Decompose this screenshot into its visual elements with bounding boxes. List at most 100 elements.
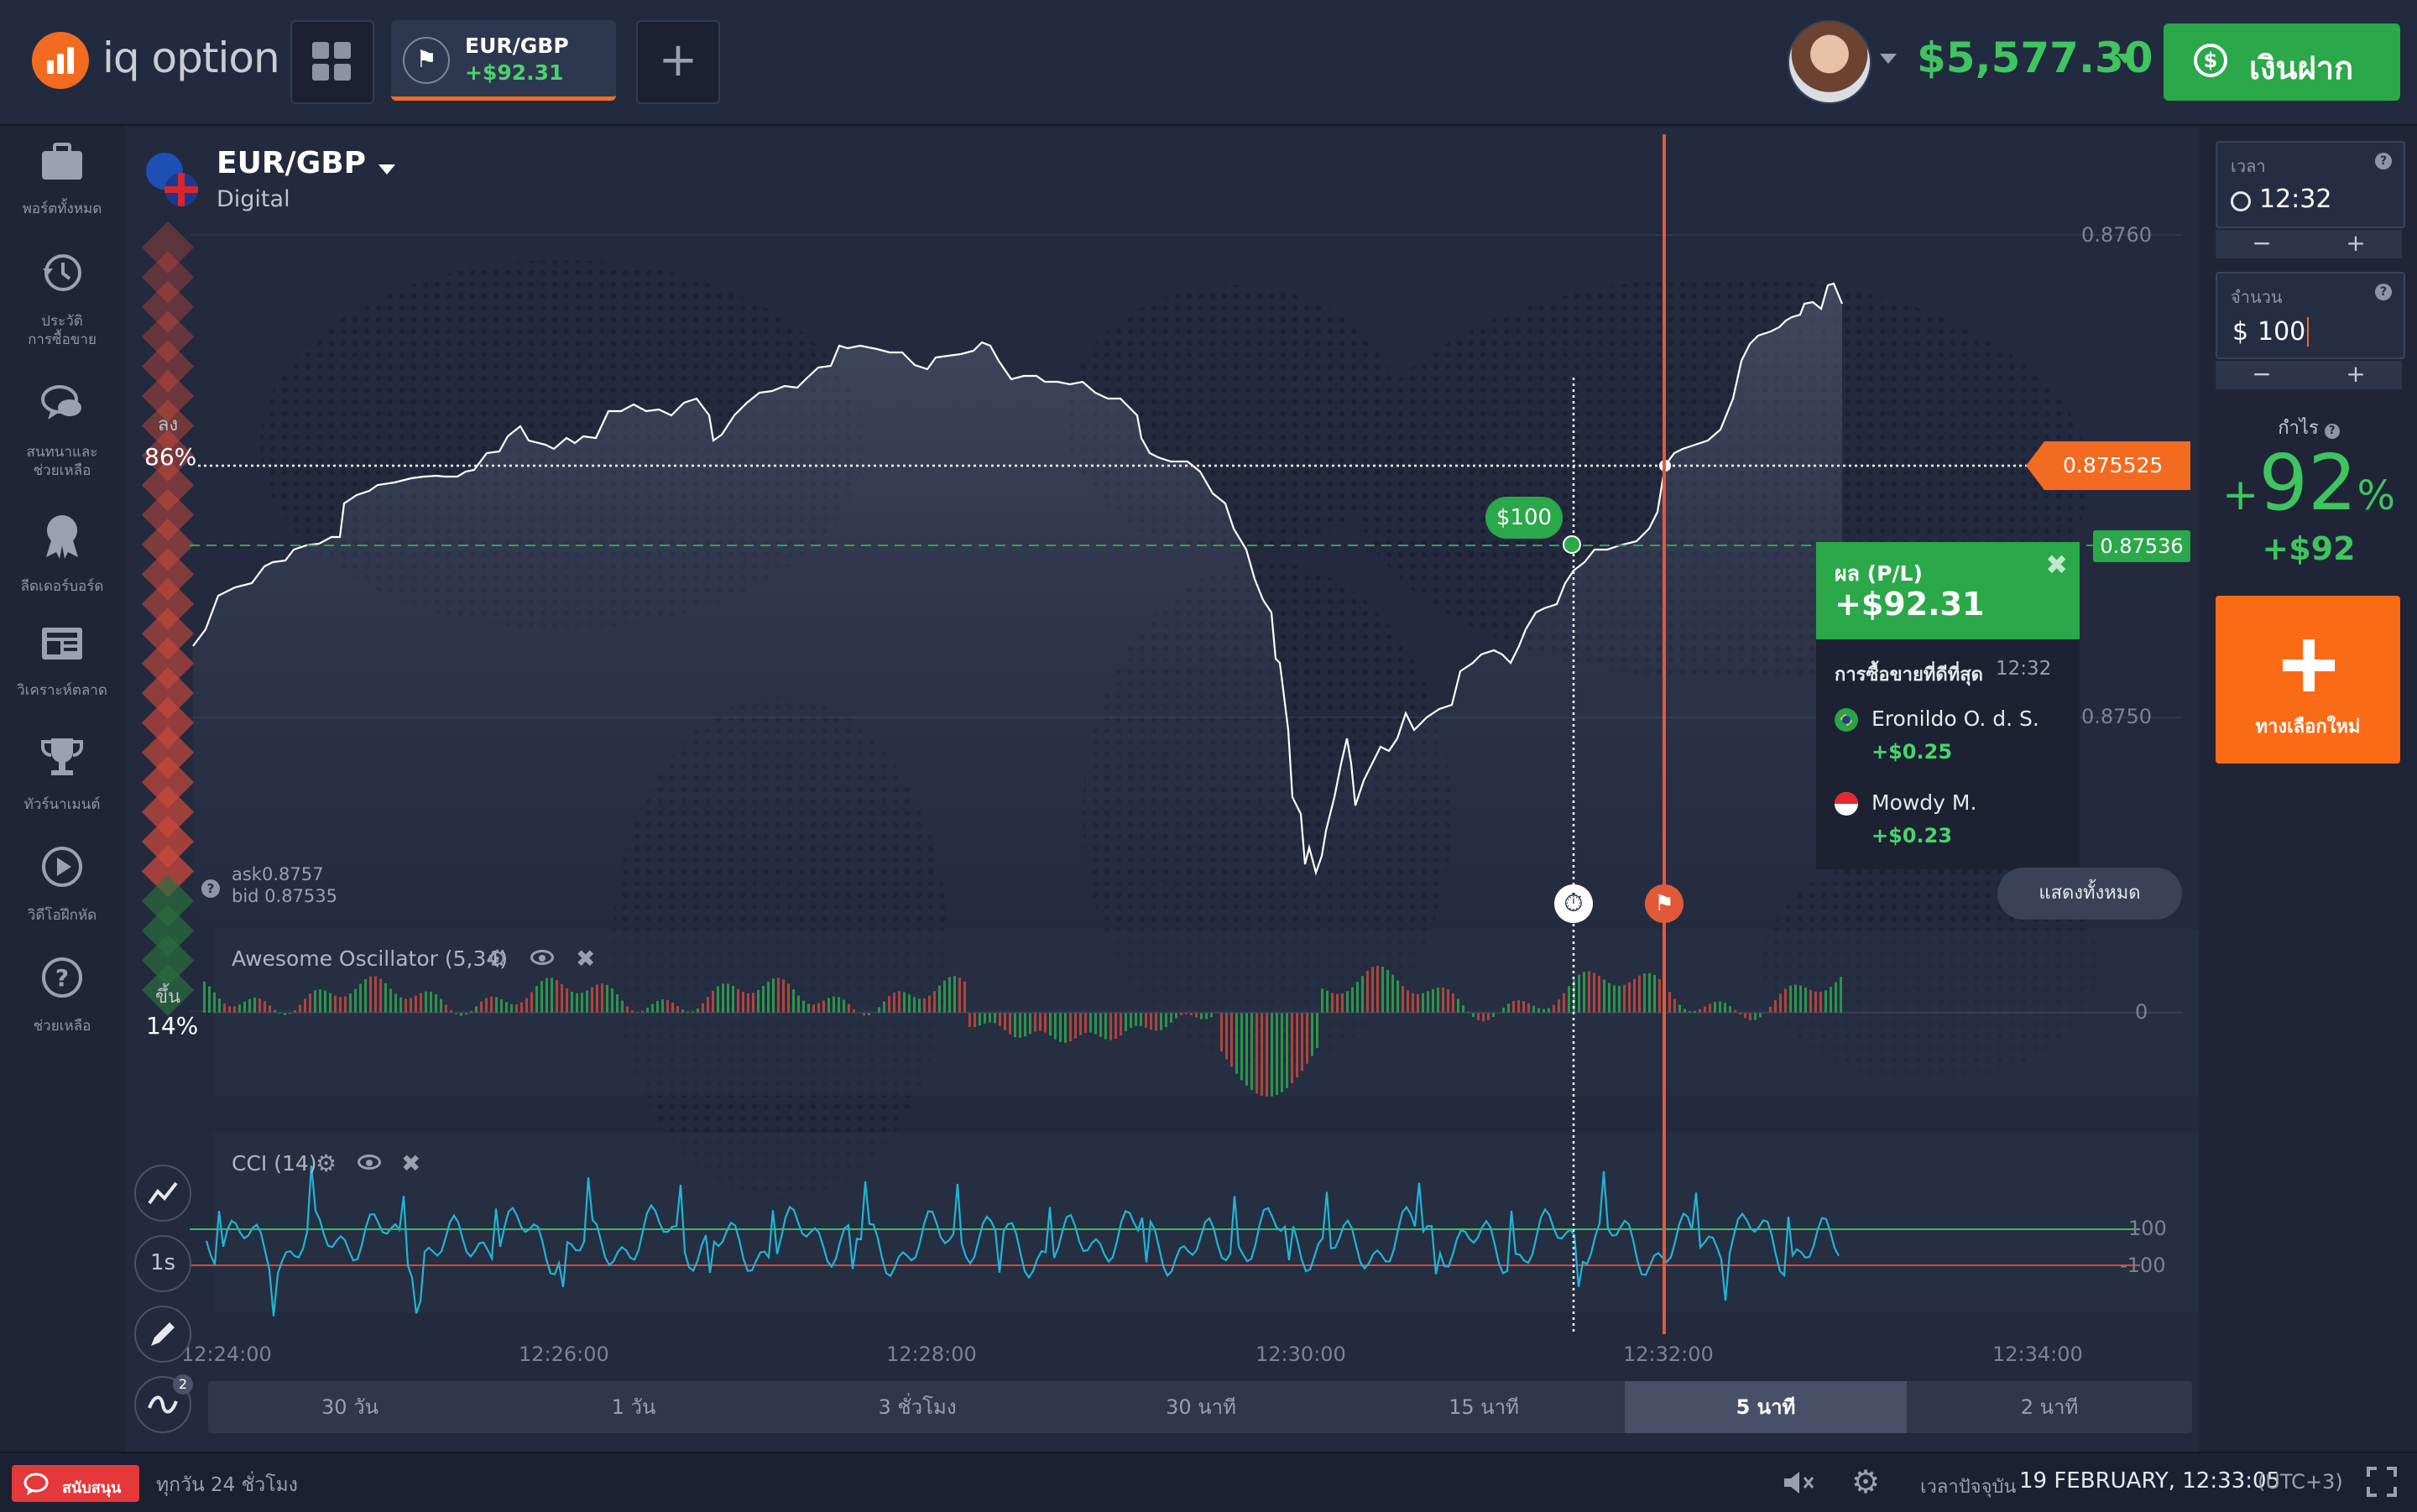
ao-bar <box>1548 1008 1550 1013</box>
interval-button[interactable]: 1s <box>134 1235 191 1292</box>
ao-bar <box>838 997 840 1013</box>
minus-button[interactable]: − <box>2216 230 2308 257</box>
expiration-time-field[interactable]: เวลา ? 12:32 <box>2216 141 2405 228</box>
minus-button[interactable]: − <box>2216 361 2308 388</box>
timeframe-5m[interactable]: 5 นาที <box>1625 1381 1907 1433</box>
plus-button[interactable]: + <box>2310 230 2402 257</box>
ao-bar <box>1472 1013 1475 1017</box>
ao-bar <box>1371 967 1374 1013</box>
deposit-button[interactable]: $ เงินฝาก <box>2164 23 2400 101</box>
best-trades-time: 12:32 <box>1996 658 2051 680</box>
ao-bar <box>1532 1006 1535 1013</box>
timeframe-3h[interactable]: 3 ชั่วโมง <box>775 1381 1059 1433</box>
ao-bar <box>1321 988 1323 1013</box>
fullscreen-icon[interactable] <box>2367 1467 2397 1500</box>
ao-bar <box>974 1013 976 1027</box>
help-icon[interactable]: ? <box>2325 424 2340 439</box>
ao-bar <box>1799 986 1802 1013</box>
timeframe-30m[interactable]: 30 นาที <box>1059 1381 1343 1433</box>
show-all-button[interactable]: แสดงทั้งหมด <box>1997 868 2182 920</box>
trophy-icon <box>0 733 124 790</box>
ao-bar <box>1195 1013 1198 1018</box>
ao-bar <box>1794 985 1797 1013</box>
ao-bar <box>571 992 573 1013</box>
new-option-button[interactable]: ทางเลือกใหม่ <box>2216 596 2400 764</box>
sidebar-item-chat[interactable]: สนทนาและ ช่วยเหลือ <box>0 381 124 480</box>
time-stepper[interactable]: − + <box>2216 230 2402 258</box>
sidebar-item-leaderboard[interactable]: ลีดเดอร์บอร์ด <box>0 512 124 596</box>
close-icon[interactable]: ✖ <box>576 945 595 972</box>
help-icon[interactable]: ? <box>2375 153 2392 169</box>
ao-bar <box>269 1005 271 1013</box>
ao-bar <box>1613 985 1616 1013</box>
help-icon[interactable]: ? <box>2375 284 2392 300</box>
layout-grid-button[interactable] <box>290 20 374 104</box>
plus-button[interactable]: + <box>2310 361 2402 388</box>
sidebar-item-help[interactable]: ? ช่วยเหลือ <box>0 955 124 1035</box>
ao-bar <box>1623 985 1626 1013</box>
sidebar-item-history[interactable]: ประวัติ การซื้อขาย <box>0 250 124 349</box>
ao-bar <box>697 1009 699 1013</box>
close-icon[interactable]: ✖ <box>401 1150 420 1177</box>
gear-icon[interactable]: ⚙ <box>316 1150 337 1177</box>
ao-bar <box>1104 1013 1107 1040</box>
timeframe-30d[interactable]: 30 วัน <box>208 1381 492 1433</box>
drawing-tools-button[interactable] <box>134 1306 191 1363</box>
add-asset-button[interactable]: + <box>636 20 720 104</box>
sidebar-item-label: สนทนาและ ช่วยเหลือ <box>0 443 124 480</box>
eye-icon[interactable] <box>530 950 554 965</box>
ao-bar <box>918 998 921 1013</box>
ao-bar <box>339 997 342 1013</box>
sidebar-item-analysis[interactable]: วิเคราะห์ตลาด <box>0 623 124 700</box>
ao-bar <box>1069 1013 1072 1041</box>
mute-icon[interactable] <box>1783 1470 1816 1499</box>
close-icon[interactable]: ✖ <box>2045 549 2068 581</box>
investment-badge[interactable]: $100 <box>1485 497 1563 539</box>
ao-bar <box>319 989 321 1013</box>
ao-bar <box>1266 1013 1268 1097</box>
sidebar-item-label: ลีดเดอร์บอร์ด <box>0 577 124 596</box>
ao-bar <box>1306 1013 1308 1064</box>
gear-icon[interactable]: ⚙ <box>487 945 508 972</box>
asset-selector[interactable]: EUR/GBP <box>217 146 395 180</box>
ao-bar <box>1391 975 1394 1013</box>
gear-icon[interactable]: ⚙ <box>1851 1463 1880 1500</box>
ao-bar <box>1442 988 1444 1013</box>
chart-type-button[interactable] <box>134 1165 191 1222</box>
trade-panel: เวลา ? 12:32 − + จำนวน ? $ 100 − + กำไร … <box>2200 126 2417 1452</box>
indicators-button[interactable]: 2 <box>134 1376 191 1433</box>
ao-bar <box>445 1004 447 1013</box>
ao-bar <box>440 999 442 1013</box>
chevron-down-icon[interactable] <box>1880 54 1897 64</box>
avatar[interactable] <box>1788 20 1871 104</box>
sidebar-item-tournaments[interactable]: ทัวร์นาเมนต์ <box>0 733 124 814</box>
ao-bar <box>933 991 936 1013</box>
amount-label: จำนวน <box>2231 284 2283 310</box>
chart-area[interactable]: EUR/GBP Digital ลง 86% ขึ้น 14% ? ask0.8… <box>126 126 2199 1452</box>
amount-stepper[interactable]: − + <box>2216 361 2402 389</box>
ao-bar <box>1563 993 1565 1013</box>
chevron-down-icon[interactable] <box>2117 54 2133 64</box>
timeframe-1d[interactable]: 1 วัน <box>492 1381 775 1433</box>
support-button[interactable]: สนับสนุน <box>12 1465 139 1502</box>
timeframe-2m[interactable]: 2 นาที <box>1907 1381 2192 1433</box>
trader-name: Eronildo O. d. S. <box>1871 706 2039 731</box>
ao-bar <box>1120 1013 1122 1035</box>
ao-bar <box>1094 1013 1097 1034</box>
sidebar-item-videos[interactable]: วิดีโอฝึกหัด <box>0 844 124 925</box>
ao-bar <box>379 978 382 1013</box>
ao-bar <box>817 1004 820 1013</box>
sidebar-item-portfolio[interactable]: พอร์ตทั้งหมด <box>0 141 124 218</box>
ao-bar <box>1099 1013 1102 1037</box>
support-label: สนับสนุน <box>62 1475 121 1499</box>
eye-icon[interactable] <box>358 1155 381 1170</box>
ao-bar <box>1437 988 1439 1013</box>
ao-bar <box>1230 1013 1233 1067</box>
amount-field[interactable]: จำนวน ? $ 100 <box>2216 272 2405 359</box>
ao-bar <box>304 998 306 1013</box>
help-icon[interactable]: ? <box>201 879 220 898</box>
asset-tab-eurgbp[interactable]: ⚑ EUR/GBP +$92.31 <box>391 20 616 101</box>
amount-input[interactable]: 100 <box>2258 317 2309 347</box>
ao-bar <box>948 977 951 1013</box>
timeframe-15m[interactable]: 15 นาที <box>1343 1381 1625 1433</box>
